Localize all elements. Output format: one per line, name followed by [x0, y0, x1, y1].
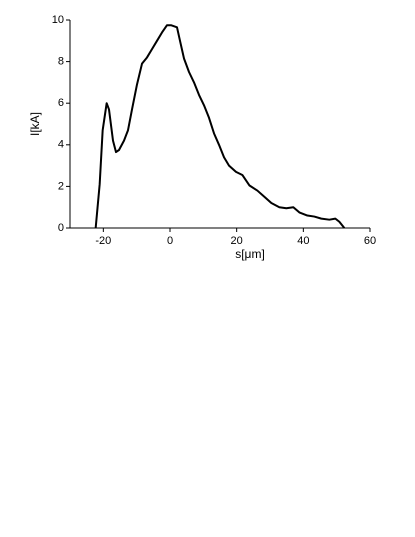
y-tick-label: 8	[58, 56, 64, 68]
y-tick-label: 10	[52, 14, 64, 26]
x-tick-label: 60	[364, 235, 376, 247]
x-tick-label: -20	[95, 235, 111, 247]
y-tick-label: 2	[58, 180, 64, 192]
x-tick-label: 20	[231, 235, 243, 247]
y-tick-label: 4	[58, 139, 64, 151]
y-axis-label: I[kA]	[28, 112, 42, 136]
x-tick-label: 0	[167, 235, 173, 247]
x-axis-label: s[μm]	[235, 247, 265, 261]
y-tick-label: 6	[58, 97, 64, 109]
y-tick-label: 0	[58, 222, 64, 234]
data-line	[94, 24, 346, 229]
x-tick-label: 40	[297, 235, 309, 247]
